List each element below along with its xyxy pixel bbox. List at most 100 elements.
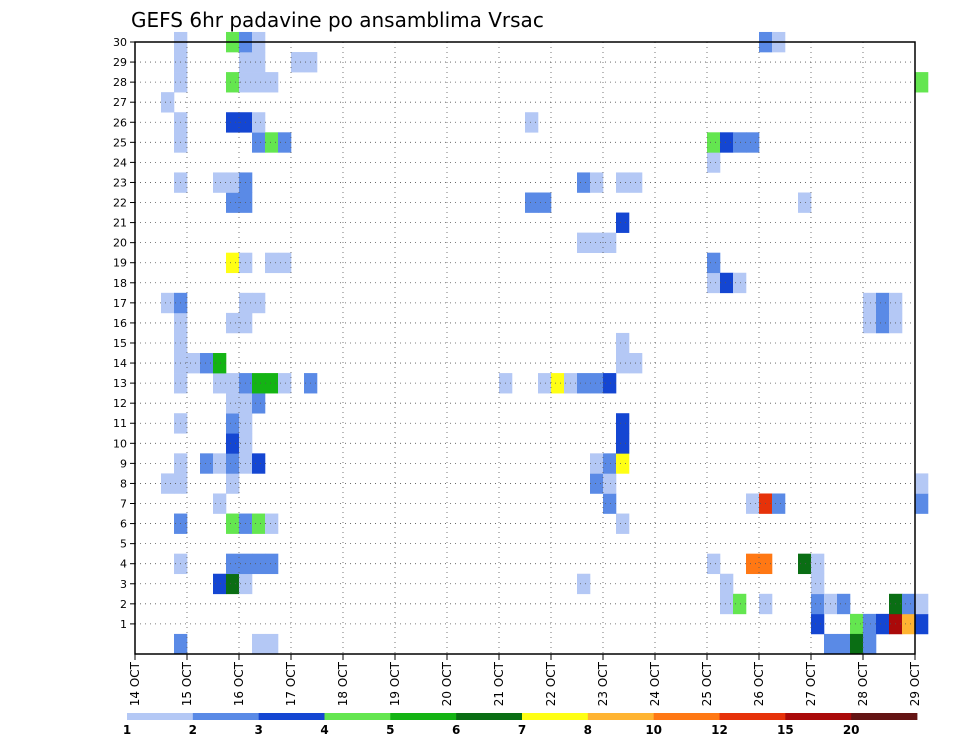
heatmap-cell: [863, 292, 877, 314]
heatmap-cell: [538, 373, 552, 394]
heatmap-cell: [161, 92, 175, 113]
heatmap-cell: [161, 292, 175, 314]
x-tick-label: 22 OCT: [544, 661, 558, 706]
heatmap-cell: [213, 573, 227, 595]
colorbar: 1 2 3 4 5 6 7 8 10 12 15 20: [123, 713, 918, 737]
heatmap-cell: [577, 573, 591, 595]
heatmap-cell: [226, 252, 240, 274]
x-axis: 14 OCT 15 OCT 16 OCT 17 OCT 18 OCT 19 OCT 20 O…: [128, 654, 922, 706]
heatmap-cell: [226, 112, 240, 133]
heatmap-cell: [590, 172, 604, 193]
heatmap-cell: [213, 172, 227, 193]
heatmap-cell: [577, 373, 591, 394]
y-tick-label: 16: [113, 317, 127, 330]
heatmap-cell: [902, 593, 916, 615]
colorbar-swatch: [456, 713, 523, 720]
heatmap-cell: [616, 413, 630, 434]
heatmap-cell: [226, 553, 240, 575]
heatmap-cell: [265, 513, 279, 534]
x-tick-label: 24 OCT: [648, 661, 662, 706]
heatmap-cell: [616, 453, 630, 474]
colorbar-swatch: [587, 713, 655, 720]
heatmap-cell: [915, 613, 929, 635]
heatmap-cell: [915, 493, 929, 514]
x-tick-label: 21 OCT: [492, 661, 506, 706]
x-tick-label: 28 OCT: [856, 661, 870, 706]
heatmap-cell: [733, 593, 747, 615]
y-tick-label: 6: [120, 518, 127, 531]
colorbar-label: 8: [584, 723, 592, 737]
colorbar-label: 1: [123, 723, 131, 737]
heatmap-cell: [707, 272, 721, 294]
heatmap-cell: [213, 453, 227, 474]
heatmap-cell: [200, 353, 214, 374]
chart-title: GEFS 6hr padavine po ansamblima Vrsac: [131, 8, 544, 32]
x-tick-label: 19 OCT: [388, 661, 402, 706]
colorbar-swatch: [719, 713, 786, 720]
heatmap-cell: [538, 192, 552, 213]
heatmap-cell: [226, 312, 240, 334]
heatmap-cell: [837, 633, 851, 655]
heatmap-cell: [226, 413, 240, 434]
x-tick-label: 20 OCT: [440, 661, 454, 706]
heatmap-cell: [226, 393, 240, 414]
colorbar-swatch: [324, 713, 391, 720]
heatmap-cell: [265, 72, 279, 93]
heatmap-cell: [603, 473, 617, 494]
colorbar-swatch: [653, 713, 720, 720]
heatmap-cell: [616, 212, 630, 233]
heatmap-cell: [876, 312, 890, 334]
x-tick-label: 23 OCT: [596, 661, 610, 706]
y-tick-label: 2: [120, 598, 127, 611]
heatmap-cell: [577, 232, 591, 253]
heatmap-cell: [720, 593, 734, 615]
y-axis: 1234567891011121314151617181920212223242…: [113, 36, 135, 631]
heatmap-cell: [707, 152, 721, 173]
heatmap-cell: [213, 493, 227, 514]
y-tick-label: 15: [113, 337, 127, 350]
colorbar-swatch: [390, 713, 457, 720]
colorbar-swatch: [127, 713, 194, 720]
heatmap-cell: [811, 613, 825, 635]
colorbar-swatch: [258, 713, 325, 720]
heatmap-cell: [200, 453, 214, 474]
heatmap-cell: [811, 593, 825, 615]
heatmap-cell: [616, 433, 630, 454]
heatmap-cell: [863, 613, 877, 635]
heatmap-cell: [213, 373, 227, 394]
x-tick-label: 25 OCT: [700, 661, 714, 706]
heatmap-cell: [707, 252, 721, 274]
heatmap-cell: [876, 292, 890, 314]
heatmap-cell: [226, 473, 240, 494]
heatmap-cell: [187, 353, 201, 374]
colorbar-swatch: [785, 713, 852, 720]
y-tick-label: 18: [113, 277, 127, 290]
x-tick-label: 14 OCT: [128, 661, 142, 706]
heatmap-cell: [252, 52, 266, 73]
x-tick-label: 26 OCT: [752, 661, 766, 706]
heatmap-cell: [915, 593, 929, 615]
heatmap-cell: [616, 353, 630, 374]
colorbar-label: 7: [518, 723, 526, 737]
y-tick-label: 5: [120, 538, 127, 551]
heatmap-cell: [278, 373, 292, 394]
heatmap-cell: [252, 373, 266, 394]
y-tick-label: 22: [113, 197, 127, 210]
heatmap-cell: [265, 373, 279, 394]
colorbar-label: 6: [452, 723, 460, 737]
y-tick-label: 7: [120, 498, 127, 511]
heatmap-cell: [811, 573, 825, 595]
heatmap-cell: [915, 72, 929, 93]
heatmap-cell: [798, 553, 812, 575]
y-tick-label: 23: [113, 176, 127, 189]
y-tick-label: 25: [113, 136, 127, 149]
y-tick-label: 11: [113, 417, 127, 430]
colorbar-label: 20: [843, 723, 860, 737]
heatmap-cell: [707, 132, 721, 153]
x-tick-label: 18 OCT: [336, 661, 350, 706]
heatmap-cell: [213, 353, 227, 374]
heatmap-cell: [590, 373, 604, 394]
y-tick-label: 21: [113, 217, 127, 230]
heatmap-cell: [291, 52, 305, 73]
colorbar-label: 4: [320, 723, 328, 737]
